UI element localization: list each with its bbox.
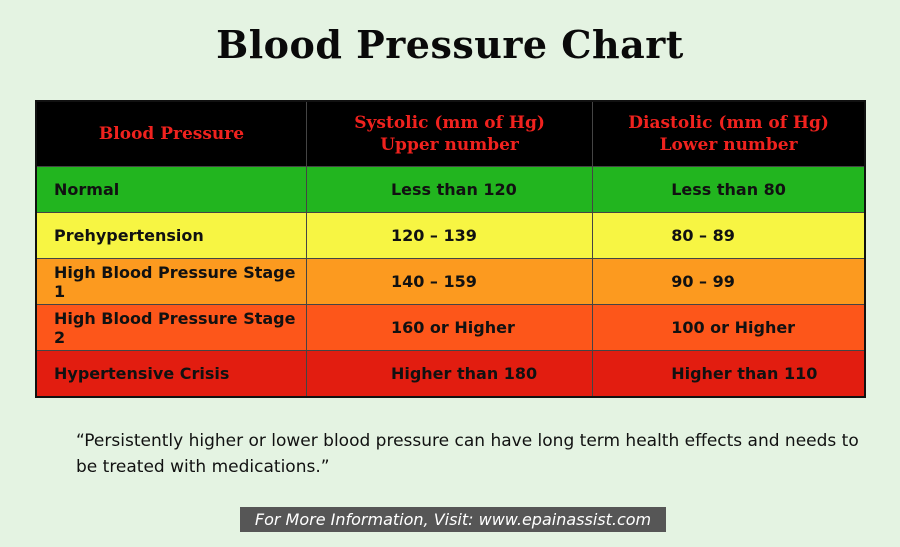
- header-diastolic: Diastolic (mm of Hg) Lower number: [592, 100, 866, 167]
- header-systolic: Systolic (mm of Hg) Upper number: [305, 100, 594, 167]
- systolic-cell: 160 or Higher: [305, 304, 594, 351]
- header-label: Systolic (mm of Hg): [354, 113, 545, 133]
- category-cell: Normal: [35, 166, 307, 213]
- header-blood-pressure: Blood Pressure: [35, 100, 307, 167]
- category-cell: High Blood Pressure Stage 1: [35, 258, 307, 305]
- chart-title: Blood Pressure Chart: [216, 22, 684, 67]
- header-label: Blood Pressure: [98, 124, 245, 144]
- systolic-cell: 140 – 159: [305, 258, 594, 305]
- systolic-cell: Less than 120: [305, 166, 594, 213]
- table-row: Prehypertension 120 – 139 80 – 89: [35, 212, 866, 259]
- diastolic-cell: 100 or Higher: [592, 304, 866, 351]
- health-note: “Persistently higher or lower blood pres…: [76, 431, 859, 477]
- diastolic-cell: 90 – 99: [592, 258, 866, 305]
- category-cell: Hypertensive Crisis: [35, 350, 307, 398]
- diastolic-cell: 80 – 89: [592, 212, 866, 259]
- diastolic-cell: Less than 80: [592, 166, 866, 213]
- blood-pressure-table: Blood Pressure Systolic (mm of Hg) Upper…: [35, 100, 866, 398]
- footer-info-banner: For More Information, Visit: www.epainas…: [240, 507, 666, 532]
- category-cell: High Blood Pressure Stage 2: [35, 304, 307, 351]
- table-row: High Blood Pressure Stage 2 160 or Higher…: [35, 304, 866, 351]
- systolic-cell: 120 – 139: [305, 212, 594, 259]
- header-sublabel: Upper number: [380, 135, 519, 155]
- table-row: Hypertensive Crisis Higher than 180 Higher…: [35, 350, 866, 398]
- table-row: Normal Less than 120 Less than 80: [35, 166, 866, 213]
- header-sublabel: Lower number: [659, 135, 798, 155]
- table-row: High Blood Pressure Stage 1 140 – 159 90 –…: [35, 258, 866, 305]
- table-header-row: Blood Pressure Systolic (mm of Hg) Upper…: [35, 100, 866, 167]
- diastolic-cell: Higher than 110: [592, 350, 866, 398]
- category-cell: Prehypertension: [35, 212, 307, 259]
- header-label: Diastolic (mm of Hg): [628, 113, 829, 133]
- systolic-cell: Higher than 180: [305, 350, 594, 398]
